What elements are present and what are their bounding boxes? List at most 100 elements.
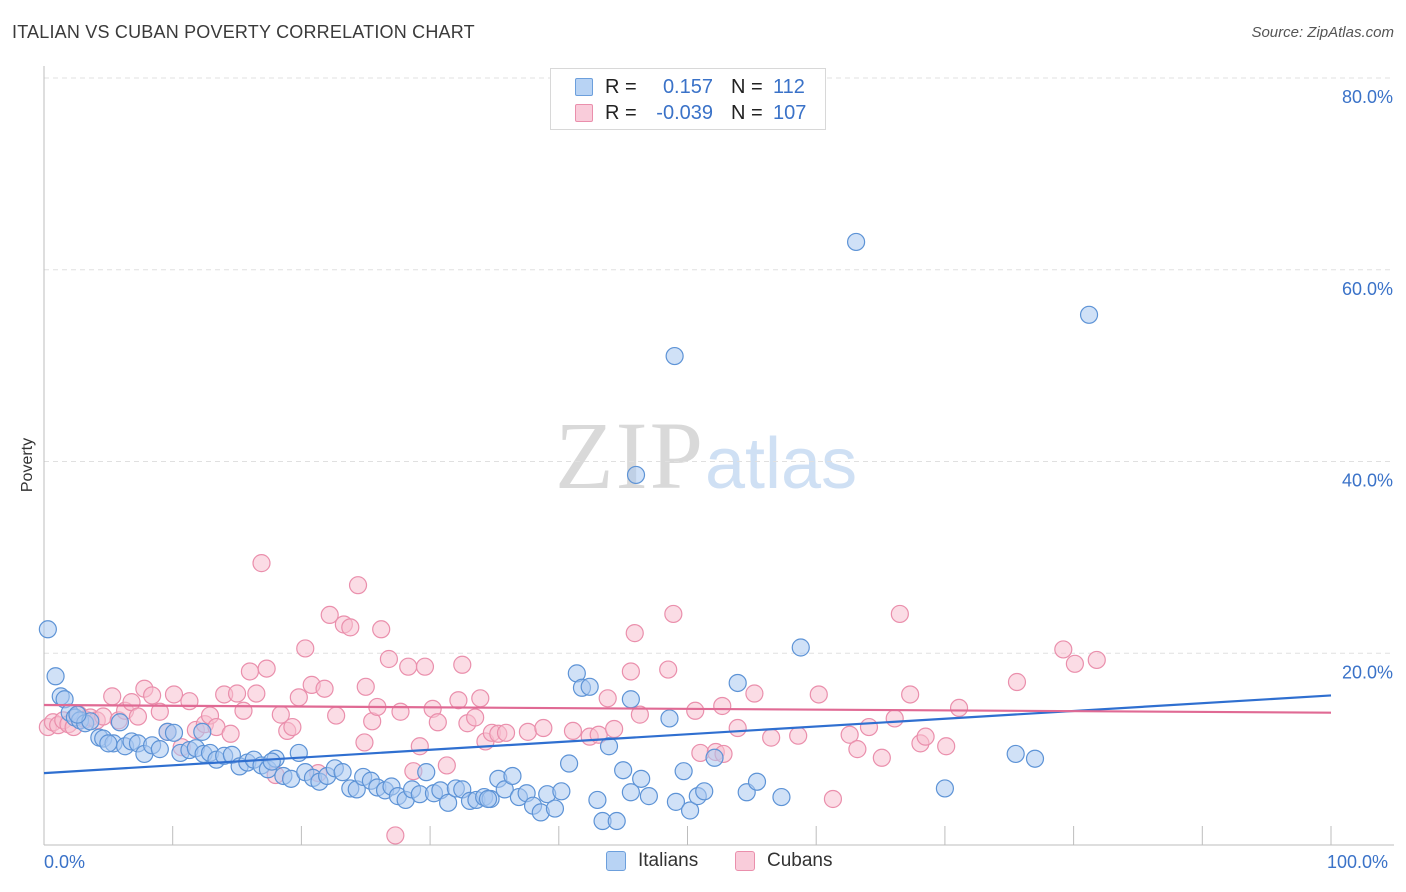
italians-point	[846, 232, 866, 252]
italians-point	[772, 787, 791, 807]
cubans-point	[949, 698, 969, 717]
cubans-point	[598, 689, 617, 708]
cubans-point	[453, 655, 472, 674]
cubans-point	[164, 685, 184, 704]
italians-point	[639, 787, 658, 806]
italians-point	[110, 713, 130, 732]
cubans-point	[466, 708, 485, 727]
italians-point	[1025, 749, 1045, 768]
cubans-point	[937, 737, 956, 756]
n-label: N =	[731, 75, 763, 98]
italians-point	[99, 734, 118, 753]
cubans-point	[327, 706, 346, 725]
italians-point	[495, 780, 514, 799]
cubans-point	[180, 692, 199, 711]
italians-point	[46, 667, 65, 686]
italians-point	[599, 737, 619, 756]
watermark-atlas: atlas	[705, 424, 858, 504]
cubans-point	[221, 724, 240, 743]
y-tick-label: 40.0%	[1342, 471, 1393, 491]
italians-point	[333, 763, 352, 782]
legend-item-italians[interactable]: Italians	[606, 850, 698, 872]
italians-point	[665, 346, 684, 366]
legend-item-cubans[interactable]: Cubans	[735, 850, 833, 872]
italians-legend-label: Italians	[638, 850, 699, 871]
cubans-point	[449, 691, 468, 710]
cubans-point	[762, 728, 781, 747]
cubans-point	[296, 639, 315, 658]
italians-point	[705, 748, 724, 767]
italians-point	[728, 673, 747, 693]
cubans-point	[1087, 650, 1106, 670]
italians-point	[150, 740, 169, 759]
n-value: 112	[773, 75, 805, 98]
italians-point	[478, 789, 498, 809]
cubans-point	[563, 721, 583, 741]
y-tick-label: 20.0%	[1342, 662, 1393, 682]
italians-point	[503, 766, 522, 786]
cubans-swatch	[575, 104, 593, 122]
cubans-point	[625, 624, 644, 643]
cubans-point	[247, 684, 266, 703]
italians-point	[68, 705, 87, 724]
r-label: R =	[605, 75, 637, 98]
italians-point	[588, 790, 607, 810]
cubans-point	[901, 685, 920, 704]
italians-point	[747, 772, 767, 791]
cubans-point	[150, 702, 169, 721]
italians-point	[164, 723, 184, 742]
italians-point	[552, 782, 571, 801]
cubans-point	[630, 705, 649, 724]
chart-title: ITALIAN VS CUBAN POVERTY CORRELATION CHA…	[12, 22, 475, 42]
cubans-point	[240, 662, 260, 681]
italians-point	[632, 769, 651, 788]
italians-point	[439, 793, 458, 812]
y-tick-label: 60.0%	[1342, 279, 1393, 299]
cubans-point	[789, 726, 808, 745]
italians-point	[614, 761, 633, 780]
cubans-point	[348, 576, 368, 595]
cubans-point	[410, 737, 429, 756]
cubans-point	[496, 723, 516, 742]
cubans-point	[621, 662, 640, 681]
italians-legend-swatch	[606, 851, 626, 871]
italians-point	[417, 763, 436, 782]
cubans-point	[1007, 672, 1027, 692]
italians-point	[666, 792, 686, 811]
italians-point	[695, 782, 714, 801]
cubans-point	[890, 604, 909, 624]
r-label: R =	[605, 101, 637, 124]
cubans-point	[283, 717, 302, 737]
italians-point	[680, 801, 700, 820]
italians-point	[1079, 305, 1099, 324]
source-label: Source: ZipAtlas.com	[1251, 24, 1394, 41]
italians-point	[580, 677, 599, 696]
cubans-point	[518, 722, 538, 741]
cubans-point	[534, 718, 553, 738]
cubans-legend-swatch	[735, 851, 755, 871]
italians-point	[193, 722, 212, 741]
cubans-legend-label: Cubans	[767, 850, 833, 871]
zipatlas-watermark: ZIPatlas	[555, 400, 857, 511]
r-value: 0.157	[662, 75, 713, 98]
cubans-point	[471, 689, 490, 708]
cubans-point	[605, 719, 624, 739]
cubans-point	[728, 718, 747, 738]
italians-point	[607, 811, 626, 831]
r-value: -0.039	[656, 101, 713, 124]
cubans-point	[257, 659, 276, 678]
cubans-point	[372, 620, 391, 639]
cubans-point	[437, 756, 456, 775]
cubans-point	[252, 554, 271, 573]
x-tick-label-max: 100.0%	[1327, 852, 1389, 872]
cubans-point	[1054, 640, 1073, 659]
cubans-point	[415, 657, 435, 676]
cubans-point	[103, 687, 122, 706]
italians-point	[545, 799, 565, 818]
italians-point	[791, 638, 810, 657]
cubans-point	[859, 717, 879, 737]
cubans-point	[399, 657, 418, 676]
cubans-point	[823, 789, 843, 809]
italians-point	[262, 752, 281, 771]
